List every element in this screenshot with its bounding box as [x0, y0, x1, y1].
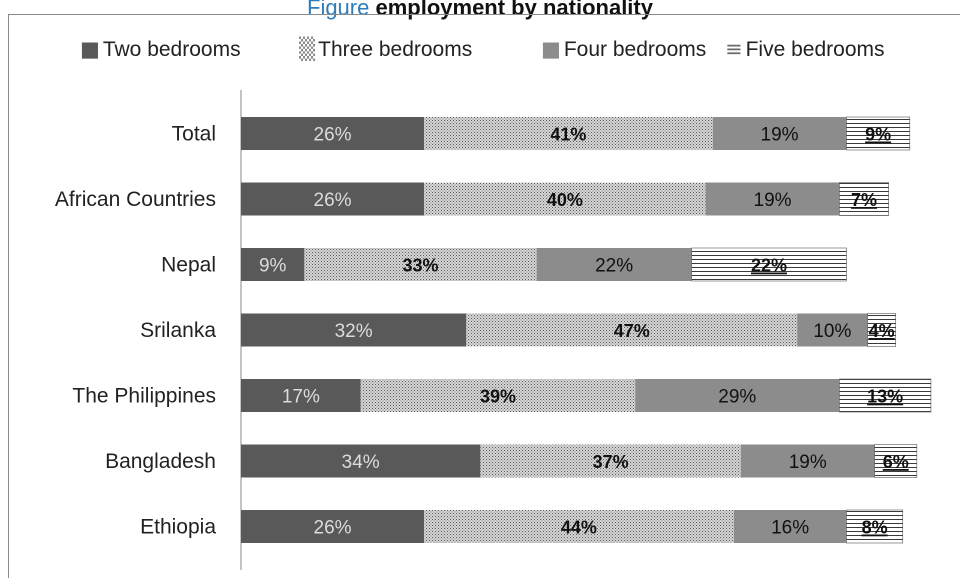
- value-label-srilanka-two-bedrooms: 32%: [335, 321, 373, 342]
- legend-swatch-five-bedrooms: ≡: [725, 37, 743, 61]
- category-label-total: Total: [172, 123, 216, 146]
- bar-african-countries-two-bedrooms: [241, 182, 425, 216]
- bar-bangladesh-three-bedrooms: [480, 444, 741, 478]
- bar-srilanka-four-bedrooms: [797, 313, 868, 347]
- value-label-bangladesh-five-bedrooms: 6%: [883, 452, 909, 472]
- bar-ethiopia-two-bedrooms: [241, 510, 425, 543]
- value-label-nepal-three-bedrooms: 33%: [403, 256, 439, 276]
- value-label-total-five-bedrooms: 9%: [865, 125, 891, 145]
- bar-total-five-bedrooms: [846, 116, 911, 151]
- bar-bangladesh-two-bedrooms: [241, 444, 481, 478]
- value-label-bangladesh-two-bedrooms: 34%: [342, 452, 380, 473]
- value-label-total-three-bedrooms: 41%: [550, 125, 586, 145]
- value-label-nepal-five-bedrooms: 22%: [751, 256, 787, 276]
- bar-nepal-three-bedrooms: [304, 248, 537, 281]
- bar-ethiopia-four-bedrooms: [733, 510, 847, 543]
- category-label-the-philippines: The Philippines: [72, 385, 216, 408]
- bar-nepal-five-bedrooms: [691, 247, 847, 282]
- legend-label-five-bedrooms: Five bedrooms: [746, 38, 885, 61]
- legend-item-three-bedrooms: ▒ Three bedrooms: [299, 36, 472, 62]
- legend-item-four-bedrooms: ■ Four bedrooms: [541, 37, 706, 61]
- value-label-total-four-bedrooms: 19%: [761, 125, 799, 146]
- bar-bangladesh-five-bedrooms: [874, 444, 918, 478]
- bar-total-two-bedrooms: [241, 117, 425, 150]
- value-label-nepal-four-bedrooms: 22%: [595, 256, 633, 277]
- legend-label-three-bedrooms: Three bedrooms: [318, 38, 472, 61]
- bar-african-countries-four-bedrooms: [705, 182, 840, 216]
- bar-ethiopia-three-bedrooms: [424, 510, 734, 543]
- legend-swatch-four-bedrooms: ■: [541, 37, 561, 61]
- legend-swatch-two-bedrooms: ■: [80, 37, 100, 61]
- bar-the-philippines-five-bedrooms: [839, 378, 932, 413]
- bar-african-countries-three-bedrooms: [424, 182, 706, 216]
- value-label-total-two-bedrooms: 26%: [314, 125, 352, 146]
- value-label-srilanka-three-bedrooms: 47%: [614, 321, 650, 341]
- legend-item-two-bedrooms: ■ Two bedrooms: [80, 37, 241, 61]
- value-label-ethiopia-five-bedrooms: 8%: [862, 518, 888, 538]
- bar-the-philippines-four-bedrooms: [635, 379, 840, 412]
- bar-ethiopia-five-bedrooms: [846, 509, 904, 544]
- chart-title-strip: Figure employment by nationality: [0, 0, 960, 20]
- legend-label-four-bedrooms: Four bedrooms: [564, 38, 706, 61]
- value-label-the-philippines-two-bedrooms: 17%: [282, 387, 320, 408]
- category-label-ethiopia: Ethiopia: [140, 516, 216, 539]
- bar-the-philippines-three-bedrooms: [360, 379, 636, 412]
- legend: ■ Two bedrooms ▒ Three bedrooms ■ Four bedroo…: [80, 36, 885, 62]
- bar-srilanka-five-bedrooms: [867, 313, 897, 347]
- value-label-bangladesh-four-bedrooms: 19%: [789, 452, 827, 473]
- value-label-african-countries-four-bedrooms: 19%: [754, 190, 792, 211]
- value-label-ethiopia-four-bedrooms: 16%: [771, 518, 809, 539]
- chart-frame: ■ Two bedrooms ▒ Three bedrooms ■ Four bedroo…: [8, 14, 960, 578]
- value-label-african-countries-two-bedrooms: 26%: [314, 190, 352, 211]
- bar-the-philippines-two-bedrooms: [241, 379, 361, 412]
- bar-nepal-two-bedrooms: [241, 248, 305, 281]
- value-label-african-countries-five-bedrooms: 7%: [851, 190, 877, 210]
- value-label-the-philippines-five-bedrooms: 13%: [867, 387, 903, 407]
- value-label-srilanka-five-bedrooms: 4%: [869, 321, 895, 341]
- value-label-african-countries-three-bedrooms: 40%: [547, 190, 583, 210]
- bar-nepal-four-bedrooms: [536, 248, 692, 281]
- value-label-srilanka-four-bedrooms: 10%: [813, 321, 851, 342]
- bar-total-four-bedrooms: [712, 117, 847, 150]
- category-labels: Total African Countries Nepal Srilanka The P…: [55, 123, 216, 539]
- category-label-srilanka: Srilanka: [140, 319, 216, 342]
- bar-srilanka-three-bedrooms: [466, 313, 798, 347]
- value-label-the-philippines-four-bedrooms: 29%: [718, 387, 756, 408]
- category-label-african-countries: African Countries: [55, 188, 216, 211]
- bar-bangladesh-four-bedrooms: [740, 444, 875, 478]
- value-label-ethiopia-three-bedrooms: 44%: [561, 518, 597, 538]
- value-labels: 26% 41% 19% 9% 26% 40% 19% 7% 9% 33% 22% 22% 32% 47% 1…: [259, 125, 909, 539]
- category-label-nepal: Nepal: [161, 254, 216, 277]
- value-label-nepal-two-bedrooms: 9%: [259, 256, 287, 277]
- category-label-bangladesh: Bangladesh: [105, 450, 216, 473]
- figure-label: Figure: [307, 0, 370, 20]
- value-label-bangladesh-three-bedrooms: 37%: [593, 452, 629, 472]
- bar-african-countries-five-bedrooms: [839, 182, 889, 216]
- legend-item-five-bedrooms: ≡ Five bedrooms: [725, 37, 885, 61]
- bar-segments: [241, 116, 932, 544]
- bar-total-three-bedrooms: [424, 117, 713, 150]
- stacked-bar-chart: ■ Two bedrooms ▒ Three bedrooms ■ Four bedroo…: [55, 36, 932, 570]
- legend-swatch-three-bedrooms: ▒: [299, 36, 316, 62]
- legend-label-two-bedrooms: Two bedrooms: [103, 38, 241, 61]
- value-label-the-philippines-three-bedrooms: 39%: [480, 387, 516, 407]
- bar-srilanka-two-bedrooms: [241, 313, 467, 347]
- figure-title: employment by nationality: [375, 0, 653, 20]
- value-label-ethiopia-two-bedrooms: 26%: [314, 518, 352, 539]
